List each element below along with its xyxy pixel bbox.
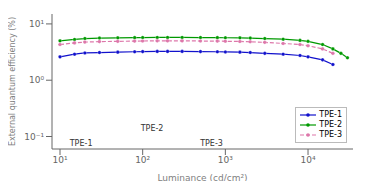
svg-text:10⁴: 10⁴ bbox=[300, 155, 315, 165]
svg-text:10¹: 10¹ bbox=[29, 19, 44, 29]
html-text:TPE-3: TPE-3 bbox=[319, 130, 342, 139]
svg-text:TPE-1: TPE-1 bbox=[69, 139, 93, 148]
svg-text:External quantum efficiency (%: External quantum efficiency (%) bbox=[8, 17, 17, 146]
svg-text:Luminance (cd/cm²): Luminance (cd/cm²) bbox=[157, 173, 247, 181]
html-text:TPE-1: TPE-1 bbox=[319, 110, 342, 119]
html-text:TPE-2: TPE-2 bbox=[319, 120, 342, 129]
svg-text:10¹: 10¹ bbox=[52, 155, 67, 165]
svg-text:TPE-3: TPE-3 bbox=[199, 139, 223, 148]
svg-text:10²: 10² bbox=[135, 155, 150, 165]
svg-text:10³: 10³ bbox=[218, 155, 233, 165]
svg-text:10⁻¹: 10⁻¹ bbox=[24, 132, 44, 142]
svg-text:10⁰: 10⁰ bbox=[29, 75, 44, 85]
svg-text:TPE-2: TPE-2 bbox=[140, 124, 164, 133]
